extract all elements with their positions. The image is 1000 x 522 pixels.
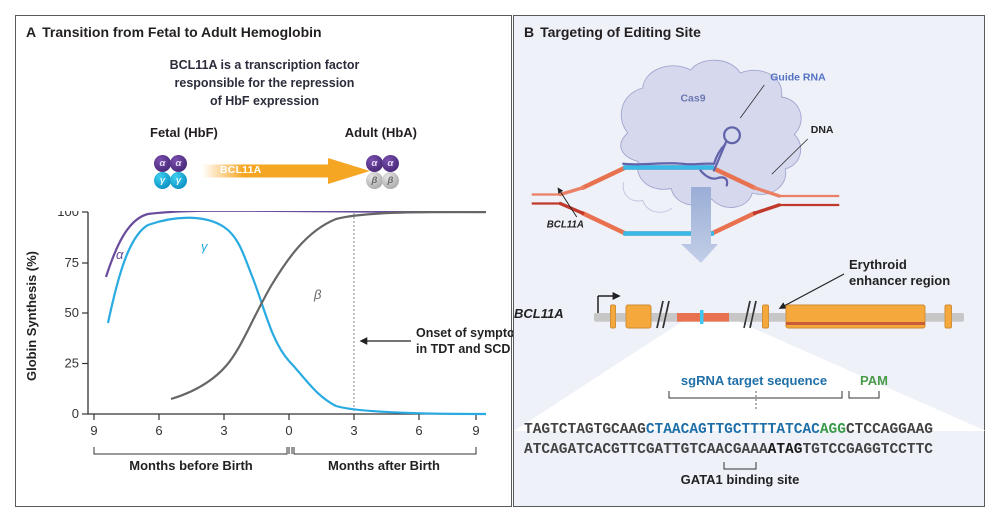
svg-text:β: β <box>313 287 322 302</box>
svg-text:Months after Birth: Months after Birth <box>328 458 440 473</box>
svg-text:0: 0 <box>285 423 292 438</box>
svg-text:25: 25 <box>65 356 79 371</box>
svg-text:3: 3 <box>350 423 357 438</box>
svg-text:in TDT and SCD: in TDT and SCD <box>416 342 510 356</box>
svg-text:3: 3 <box>220 423 227 438</box>
svg-text:Onset of symptoms: Onset of symptoms <box>416 326 513 340</box>
svg-text:sgRNA target sequence: sgRNA target sequence <box>681 373 827 388</box>
svg-text:Guide RNA: Guide RNA <box>770 72 826 84</box>
svg-text:100: 100 <box>57 211 79 219</box>
svg-text:γ: γ <box>201 239 209 254</box>
svg-text:α: α <box>116 247 124 262</box>
svg-text:DNA: DNA <box>811 124 834 136</box>
svg-text:9: 9 <box>90 423 97 438</box>
svg-text:6: 6 <box>155 423 162 438</box>
svg-text:6: 6 <box>415 423 422 438</box>
svg-text:Erythroid: Erythroid <box>849 257 907 272</box>
svg-text:BCL11A: BCL11A <box>547 220 584 231</box>
svg-text:9: 9 <box>472 423 479 438</box>
svg-text:Cas9: Cas9 <box>680 93 705 105</box>
svg-text:50: 50 <box>65 305 79 320</box>
svg-text:0: 0 <box>72 406 79 421</box>
svg-text:enhancer region: enhancer region <box>849 273 950 288</box>
svg-text:Months before Birth: Months before Birth <box>129 458 253 473</box>
svg-text:Globin Synthesis (%): Globin Synthesis (%) <box>24 251 39 381</box>
svg-text:PAM: PAM <box>860 373 888 388</box>
svg-text:BCL11A: BCL11A <box>514 306 564 321</box>
svg-text:GATA1 binding site: GATA1 binding site <box>681 472 800 487</box>
svg-text:75: 75 <box>65 255 79 270</box>
